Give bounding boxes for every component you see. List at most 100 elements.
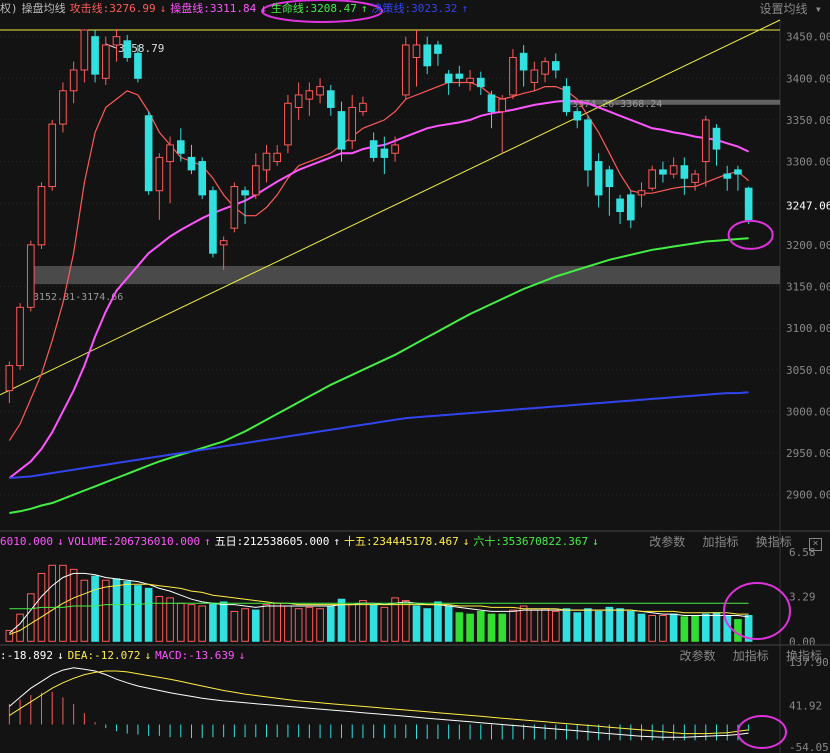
legend-item: DEA:-12.072 [67, 649, 141, 662]
close-icon[interactable]: × [809, 538, 822, 551]
volume-bar [701, 613, 710, 642]
ma-line [9, 237, 749, 514]
legend-item: 十五:234445178.467 [344, 535, 459, 548]
candle-body [316, 86, 324, 96]
volume-bar [359, 600, 367, 642]
volume-bar [198, 605, 207, 642]
candle-body [680, 165, 689, 179]
y-tick-label: 2900.00 [786, 489, 830, 502]
legend-item: 生命线:3208.47 [270, 2, 357, 15]
macd-tick-label: 41.92 [789, 700, 822, 713]
legend-item: MACD:-13.639 [155, 649, 235, 662]
candle-body [251, 165, 260, 196]
ma-line [9, 391, 749, 479]
volume-bar [273, 602, 282, 642]
candle-body [134, 52, 142, 79]
macd-line [9, 667, 749, 738]
legend-item: 6010.000 [0, 535, 53, 548]
trend-arrow-icon: ↓ [462, 535, 470, 548]
volume-bar [16, 613, 24, 642]
candle-body [294, 94, 303, 108]
candle-body [476, 77, 485, 88]
macd-toolbar: 改参数 加指标 换指标 [669, 647, 822, 665]
candle-body [337, 111, 346, 150]
candle-body [412, 44, 421, 58]
volume-bar [401, 600, 410, 642]
y-tick-label: 3050.00 [786, 364, 830, 377]
candle-body [723, 173, 732, 179]
legend-item: :-18.892 [0, 649, 53, 662]
volume-bar [241, 608, 249, 642]
modify-params-button[interactable]: 改参数 [649, 535, 686, 549]
volume-bar [412, 605, 421, 642]
volume-bar [712, 612, 721, 642]
candle-body [584, 119, 592, 171]
volume-bar [316, 608, 324, 642]
candle-body [16, 306, 24, 367]
volume-tick-label: 3.29 [789, 591, 816, 604]
macd-switch-indicator-button[interactable]: 换指标 [785, 649, 822, 663]
trend-arrow-icon: ↓ [144, 649, 152, 662]
candle-body [423, 44, 432, 67]
candle-body [48, 123, 57, 188]
volume-ma-line [9, 583, 749, 635]
volume-bar [423, 608, 432, 642]
volume-bar [209, 602, 217, 642]
ma-line [8, 99, 750, 479]
add-indicator-button[interactable]: 加指标 [702, 535, 739, 549]
macd-modify-params-button[interactable]: 改参数 [679, 649, 716, 663]
candle-body [144, 115, 153, 192]
trend-arrow-icon: ↑ [333, 535, 341, 548]
candle-body [5, 365, 14, 392]
candle-body [573, 111, 582, 121]
candle-body [744, 187, 753, 221]
volume-bar [476, 610, 485, 642]
candle-body [455, 73, 464, 79]
volume-legend: 6010.000 ↓ VOLUME:206736010.000 ↑ 五日:2125386… [0, 533, 603, 551]
trend-arrow-icon: ↓ [238, 649, 246, 662]
volume-bar [166, 597, 174, 642]
candle-body [734, 169, 742, 175]
candle-body [659, 169, 667, 175]
annotation-band-lower: 3152.81-3174.66 [33, 292, 123, 303]
volume-bar [176, 602, 185, 642]
legend-item: 六十:353670822.367 [473, 535, 589, 548]
legend-item: 决策线:3023.32 [371, 2, 458, 15]
candle-body [626, 194, 635, 221]
candle-body [498, 98, 507, 113]
current-price-label: 3247.06 [786, 200, 830, 213]
volume-bar [348, 604, 357, 642]
volume-toolbar: 改参数 加指标 换指标 × [639, 533, 822, 551]
candle-body [691, 173, 699, 183]
volume-bar [391, 597, 399, 642]
candle-body [509, 56, 517, 96]
volume-bar [498, 613, 507, 642]
volume-bar [434, 601, 442, 642]
volume-bar [455, 612, 464, 642]
candle-body [80, 29, 89, 71]
candle-body [166, 144, 174, 163]
candle-body [187, 156, 196, 171]
trend-arrow-icon: ↓ [159, 2, 167, 15]
switch-indicator-button[interactable]: 换指标 [755, 535, 792, 549]
settings-average-button[interactable]: 设置均线 ▾ [759, 2, 822, 16]
main-legend: 权) 操盘均线 攻击线:3276.99 ↓ 操盘线:3311.84 ↓ 生命线:3208.4… [0, 0, 472, 18]
volume-bar [487, 613, 496, 642]
candle-body [519, 52, 528, 71]
macd-highlight-circle [737, 715, 787, 749]
volume-bar [380, 606, 389, 642]
volume-bar [112, 578, 121, 642]
volume-bar [91, 575, 99, 642]
legend-item: 攻击线:3276.99 [69, 2, 156, 15]
trend-arrow-icon: ↓ [260, 2, 267, 15]
trend-arrow-icon: ↓ [56, 535, 64, 548]
candle-body [541, 61, 549, 75]
volume-bar [680, 616, 689, 642]
support-band [30, 265, 780, 285]
volume-bar [134, 585, 142, 642]
macd-add-indicator-button[interactable]: 加指标 [732, 649, 769, 663]
volume-bar [80, 579, 89, 642]
y-tick-label: 3450.00 [786, 31, 830, 44]
volume-bar [101, 579, 110, 642]
volume-bar [669, 613, 678, 642]
